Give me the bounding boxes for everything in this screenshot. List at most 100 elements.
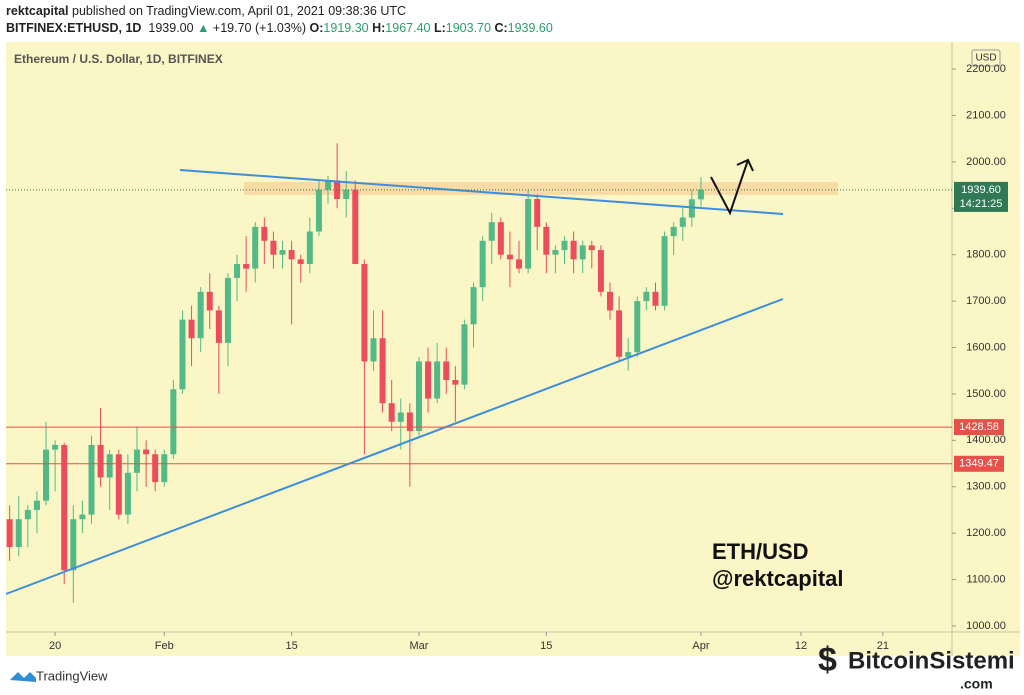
change: +19.70 (+1.03%): [212, 21, 307, 35]
candle-body: [206, 291, 213, 311]
candle-body: [543, 226, 550, 255]
ohlc-value: 1903.70: [445, 21, 491, 35]
candle-body: [88, 444, 95, 515]
x-tick-label: 12: [795, 640, 807, 652]
y-tick-label: 2100.00: [966, 109, 1006, 121]
candle-body: [325, 180, 332, 190]
candle-body: [133, 449, 140, 473]
candle-body: [215, 310, 222, 343]
candle-body: [52, 444, 59, 450]
y-tick-label: 1800.00: [966, 249, 1006, 261]
x-tick-label: 21: [877, 640, 889, 652]
candle-body: [288, 250, 295, 260]
arrow-head: [736, 158, 754, 172]
last-price-label: 1939.60: [961, 184, 1001, 196]
candle-body: [479, 240, 486, 288]
candle-body: [588, 245, 595, 251]
candle-body: [679, 217, 686, 227]
ohlc-key: O:: [309, 21, 324, 35]
candle-body: [415, 361, 422, 432]
plot: [6, 143, 704, 603]
candle-body: [516, 259, 523, 269]
y-tick-label: 1400.00: [966, 434, 1006, 446]
annotation: ETH/USD: [712, 539, 809, 564]
tv-logo: [10, 672, 36, 682]
chart-title: Ethereum / U.S. Dollar, 1D, BITFINEX: [14, 52, 223, 66]
ascending-trendline: [5, 298, 784, 595]
y-tick-label: 1000.00: [966, 620, 1006, 632]
watermark: BitcoinSistemi: [848, 647, 1015, 674]
published: published on TradingView.com, April 01, …: [72, 4, 407, 18]
candle-body: [152, 454, 159, 483]
candle-body: [161, 454, 168, 483]
candle-body: [470, 287, 477, 325]
candle-body: [688, 199, 695, 218]
candle-body: [379, 338, 386, 404]
candle-body: [106, 454, 113, 478]
candle-body: [297, 259, 304, 264]
candle-body: [561, 240, 568, 251]
level-label-bg: [954, 419, 1004, 436]
candle-body: [306, 231, 313, 264]
level-label: 1428.58: [959, 421, 999, 433]
candle-body: [697, 189, 704, 200]
x-tick-label: Mar: [409, 640, 428, 652]
candle-body: [279, 250, 286, 255]
level-label: 1349.47: [959, 458, 999, 470]
candle-body: [606, 291, 613, 311]
candle-body: [15, 519, 22, 548]
ohlc-key: H:: [372, 21, 386, 35]
candle-body: [179, 319, 186, 390]
candle-body: [661, 236, 668, 306]
candle-body: [352, 189, 359, 264]
candle-body: [425, 361, 432, 399]
candle-body: [616, 310, 623, 357]
symbol: BITFINEX:ETHUSD, 1D: [6, 21, 142, 35]
candle-body: [461, 324, 468, 385]
y-unit: USD: [975, 53, 996, 64]
candle-body: [434, 361, 441, 399]
candle-body: [643, 291, 650, 302]
descending-trendline: [179, 169, 784, 215]
candle-body: [115, 454, 122, 515]
candle-body: [234, 263, 241, 278]
countdown: 14:21:25: [960, 198, 1003, 210]
y-tick-label: 2000.00: [966, 156, 1006, 168]
candle-body: [597, 250, 604, 292]
ohlc-key: L:: [433, 21, 446, 35]
candle-body: [361, 263, 368, 362]
candle-body: [670, 226, 677, 237]
candle-body: [334, 180, 341, 200]
x-tick-label: 20: [49, 640, 61, 652]
ohlc-value: 1919.30: [323, 21, 369, 35]
x-tick-label: Feb: [155, 640, 174, 652]
candle-body: [43, 449, 50, 501]
author: rektcapital: [6, 4, 69, 18]
candle-body: [170, 389, 177, 455]
watermark-suffix: .com: [960, 676, 993, 692]
projection-arrow: [710, 159, 749, 216]
last: 1939.00: [148, 21, 194, 35]
candle-body: [497, 222, 504, 255]
x-tick-label: 15: [540, 640, 552, 652]
candle-body: [625, 352, 632, 357]
candle-body: [197, 291, 204, 339]
candle-body: [370, 338, 377, 362]
candle-body: [24, 509, 31, 520]
ohlc-value: 1939.60: [507, 21, 553, 35]
footer-brand: TradingView: [36, 668, 108, 683]
candle-body: [124, 472, 131, 515]
candle-body: [97, 444, 104, 478]
candle-body: [188, 319, 195, 339]
y-tick-label: 1700.00: [966, 295, 1006, 307]
ohlc: O:1919.30 H:1967.40 L:1903.70 C:1939.60: [310, 21, 553, 35]
candle-body: [397, 412, 404, 422]
last-price-bg: [954, 181, 1008, 212]
header-line: rektcapital published on TradingView.com…: [6, 4, 406, 18]
x-tick-label: Apr: [692, 640, 709, 652]
candle-body: [33, 500, 40, 510]
candle-body: [261, 226, 268, 241]
candle-body: [315, 189, 322, 232]
change-arrow: ▲: [197, 21, 210, 35]
